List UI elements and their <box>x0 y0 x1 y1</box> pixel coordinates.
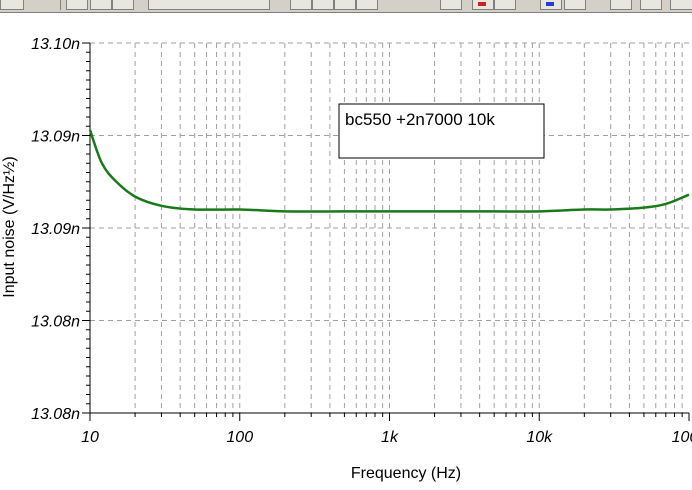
toolbar-button[interactable] <box>0 0 24 10</box>
x-tick-label: 100 <box>226 429 253 446</box>
zoom-field[interactable] <box>148 0 270 10</box>
toolbar-button[interactable] <box>440 0 462 10</box>
y-tick-label: 13.09n <box>31 221 80 238</box>
grid <box>90 42 689 413</box>
toolbar-separator <box>60 0 61 10</box>
toolbar-button[interactable] <box>66 0 88 10</box>
y-tick-label: 13.08n <box>31 314 80 331</box>
toolbar-button[interactable] <box>494 0 516 10</box>
x-tick-label: 100k <box>672 429 692 446</box>
toolbar-button[interactable] <box>90 0 112 10</box>
x-axis-title: Frequency (Hz) <box>351 465 461 482</box>
y-tick-label: 13.09n <box>31 129 80 146</box>
toolbar-button[interactable] <box>640 0 662 10</box>
axes <box>82 42 690 421</box>
y-tick-label: 13.10n <box>31 36 80 53</box>
toolbar-button[interactable] <box>112 0 134 10</box>
toolbar-button[interactable] <box>290 0 312 10</box>
noise-series-line <box>88 129 690 213</box>
tick-labels: 10 100 1k 10k 100k 13.08n 13.08n 13.09n 13.09n 13… <box>31 36 692 446</box>
toolbar-button[interactable] <box>356 0 378 10</box>
y-axis-title: Input noise (V/Hz½) <box>1 156 18 297</box>
y-tick-label: 13.08n <box>31 406 80 423</box>
x-tick-label: 1k <box>381 429 399 446</box>
x-tick-label: 10 <box>81 429 99 446</box>
toolbar-button[interactable] <box>334 0 356 10</box>
toolbar-button[interactable] <box>312 0 334 10</box>
toolbar-button[interactable] <box>670 0 692 10</box>
toolbar <box>0 0 692 13</box>
annotation-box: bc550 +2n7000 10k <box>338 103 545 159</box>
x-tick-label: 10k <box>526 429 553 446</box>
toolbar-button[interactable] <box>564 0 586 10</box>
series-layer <box>88 129 690 213</box>
toolbar-button[interactable] <box>610 0 632 10</box>
annotation-label: bc550 +2n7000 10k <box>345 110 495 129</box>
annotation-frame <box>338 103 545 159</box>
red-marker-icon <box>478 2 486 6</box>
blue-marker-icon <box>546 2 554 6</box>
